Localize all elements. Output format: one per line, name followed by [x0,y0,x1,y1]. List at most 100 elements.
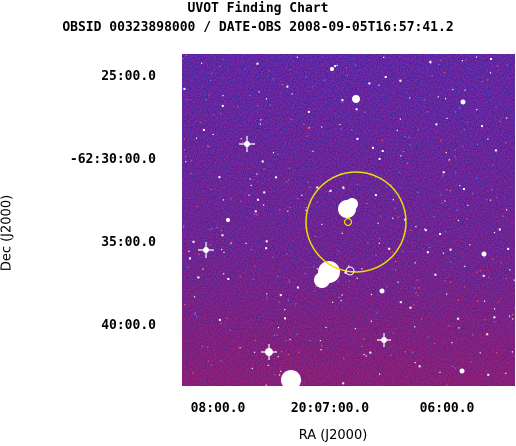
background-speck [226,317,228,319]
background-speck [376,312,378,314]
background-speck [491,189,493,191]
background-speck [479,270,481,272]
background-speck [210,364,212,366]
background-speck [442,171,445,174]
background-speck [487,79,489,81]
background-speck [339,123,341,126]
background-speck [458,327,460,329]
background-speck [443,71,446,74]
background-speck [498,228,501,231]
background-speck [220,360,222,362]
background-speck [414,287,416,289]
background-speck [454,156,456,158]
background-speck [288,167,291,169]
background-speck [456,209,458,211]
background-speck [487,373,490,376]
background-speck [490,58,492,60]
dec-tick-label: 40:00.0 [101,318,156,333]
background-speck [265,98,268,100]
background-speck [300,380,302,382]
background-speck [341,232,343,234]
background-speck [210,244,212,246]
background-speck [363,338,365,340]
background-speck [450,281,452,283]
background-speck [254,265,256,267]
background-speck [440,139,442,141]
background-speck [295,303,297,305]
background-speck [467,121,469,123]
background-speck [366,203,368,205]
background-speck [269,104,271,106]
background-speck [378,157,381,160]
background-speck [321,126,323,128]
background-speck [437,96,439,98]
background-speck [305,209,307,211]
star [346,198,358,210]
background-speck [490,199,492,201]
background-speck [183,87,186,90]
background-speck [304,273,306,275]
background-speck [475,56,478,58]
background-speck [220,230,222,232]
background-speck [380,215,382,217]
background-speck [337,250,339,252]
background-speck [194,312,196,314]
background-speck [469,244,471,246]
background-speck [314,236,316,238]
background-speck [487,138,489,140]
y-axis-label: Dec (J2000) [0,194,15,272]
star [281,370,301,386]
background-speck [346,74,348,76]
background-speck [185,54,187,56]
source-marker [345,266,355,276]
background-speck [364,111,366,113]
background-speck [298,351,300,353]
background-speck [493,232,496,234]
background-speck [229,329,231,331]
background-speck [410,229,412,231]
background-speck [223,273,225,275]
sky-image[interactable] [182,54,515,386]
background-speck [354,328,356,330]
background-speck [484,319,486,321]
background-speck [499,120,501,123]
background-speck [451,342,453,344]
background-speck [182,58,184,60]
background-speck [372,146,374,149]
background-speck [392,199,394,201]
background-speck [439,233,442,235]
background-speck [496,196,498,199]
background-speck [439,371,441,373]
background-speck [220,113,222,115]
background-speck [398,171,400,173]
chart-title: UVOT Finding Chart [187,1,329,16]
background-speck [210,188,212,191]
background-speck [343,188,345,190]
background-speck [434,342,436,345]
error-circle [305,171,407,273]
background-speck [498,301,500,303]
background-speck [374,176,376,178]
background-speck [223,251,225,253]
background-speck [268,70,271,72]
background-speck [481,81,483,83]
background-speck [324,79,326,81]
background-speck [279,294,282,297]
background-speck [205,99,207,101]
background-speck [321,223,323,225]
background-speck [219,66,221,68]
background-speck [494,149,497,152]
background-speck [448,159,450,161]
dec-tick-label: -62:30:00.0 [69,152,156,167]
star [460,99,466,105]
background-speck [481,125,483,128]
background-speck [428,246,431,248]
source-marker [344,204,352,212]
background-speck [427,111,429,113]
background-speck [484,300,486,302]
background-speck [196,206,198,208]
background-speck [230,242,232,244]
background-speck [265,384,267,386]
background-speck [251,367,253,370]
background-speck [297,198,299,200]
